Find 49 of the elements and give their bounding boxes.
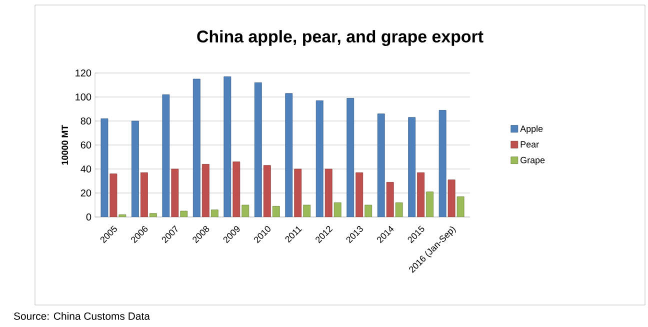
bar [395, 202, 403, 218]
bar [242, 204, 250, 218]
bar [294, 168, 302, 218]
bar [356, 172, 364, 218]
bar [224, 76, 232, 218]
bar [232, 162, 240, 218]
bar [285, 93, 293, 218]
bar [131, 120, 139, 218]
bar [377, 114, 385, 218]
bar [254, 82, 262, 218]
bar [346, 98, 354, 218]
bar [316, 100, 324, 218]
bar [334, 202, 342, 218]
legend-label: Pear [520, 141, 539, 148]
bar [149, 213, 157, 218]
y-tick-label: 120 [76, 69, 92, 77]
y-tick-label: 80 [80, 117, 92, 125]
bar [386, 182, 394, 218]
bar [324, 168, 332, 218]
y-tick-label: 100 [76, 93, 92, 101]
bar [202, 164, 210, 218]
y-axis-title: 10000 MT [62, 124, 68, 165]
bar [456, 196, 464, 218]
y-tick-label: 60 [80, 141, 92, 149]
bar [417, 172, 425, 218]
bar [162, 94, 170, 218]
bar [140, 172, 148, 218]
bar [110, 174, 118, 218]
bar [408, 117, 416, 218]
source-note: Source: China Customs Data [14, 312, 150, 320]
bar [438, 110, 446, 218]
bar [448, 180, 456, 218]
bar [100, 118, 108, 218]
bar [210, 210, 218, 218]
legend-label: Apple [520, 125, 543, 134]
bar [364, 204, 372, 218]
bar [426, 192, 434, 218]
y-tick-label: 0 [86, 213, 92, 221]
legend-label: Grape [520, 156, 545, 166]
bar [171, 168, 179, 218]
y-tick-label: 20 [80, 189, 92, 197]
bar [272, 206, 280, 218]
bar [180, 210, 188, 218]
bar [118, 214, 126, 218]
bar [303, 204, 311, 218]
bar [192, 78, 200, 218]
y-tick-label: 40 [80, 165, 92, 173]
bar [263, 165, 271, 218]
chart-title: China apple, pear, and grape export [197, 30, 484, 46]
